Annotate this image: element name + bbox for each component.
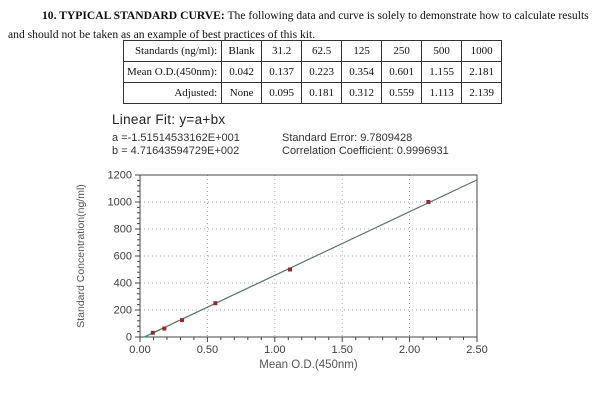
y-tick-label: 0 — [126, 332, 132, 344]
y-tick-label: 1000 — [108, 197, 132, 209]
data-point — [288, 267, 293, 272]
table-cell: 0.095 — [261, 82, 303, 104]
table-cell: 1000 — [461, 40, 503, 62]
table-cell: 0.223 — [301, 61, 343, 83]
table-cell: 0.601 — [381, 61, 423, 83]
fit-line — [150, 179, 478, 335]
x-tick-label: 1.00 — [264, 344, 285, 356]
data-point — [162, 326, 167, 331]
row-label: Standards (ng/ml): — [122, 40, 223, 62]
table-cell: 0.137 — [261, 61, 303, 83]
table-row: Mean O.D.(450nm): 0.042 0.137 0.223 0.35… — [122, 61, 503, 83]
table-cell: Blank — [221, 40, 263, 62]
gridlines — [140, 175, 477, 337]
table-cell: 0.354 — [341, 61, 383, 83]
linear-fit-title: Linear Fit: y=a+bx — [112, 112, 226, 127]
table-cell: 0.312 — [341, 82, 383, 104]
table-cell: 1.113 — [421, 82, 463, 104]
y-tick-label: 600 — [114, 251, 132, 263]
section-heading: 10. TYPICAL STANDARD CURVE: The followin… — [8, 6, 594, 44]
table-cell: 0.042 — [221, 61, 263, 83]
table-cell: 2.139 — [461, 82, 503, 104]
table-row: Standards (ng/ml): Blank 31.2 62.5 125 2… — [122, 40, 503, 62]
table-row: Adjusted: None 0.095 0.181 0.312 0.559 1… — [122, 82, 503, 104]
chart-svg: 0 200 400 600 800 1000 1200 0.00 0.50 1.00 1.50 2.0… — [75, 170, 488, 372]
standard-curve-chart: 0 200 400 600 800 1000 1200 0.00 0.50 1.00 1.50 2.0… — [60, 160, 500, 392]
section-body-text: The following data and curve is solely t… — [8, 9, 589, 41]
row-label: Mean O.D.(450nm): — [122, 61, 223, 83]
table-cell: 0.181 — [301, 82, 343, 104]
x-tick-label: 0.50 — [197, 344, 218, 356]
correlation-coefficient-value: Correlation Coefficient: 0.9996931 — [282, 144, 449, 157]
y-tick-label: 800 — [114, 224, 132, 236]
linear-fit-block: Linear Fit: y=a+bx a =-1.51514533162E+00… — [112, 112, 449, 157]
y-axis-label: Standard Concentration(ng/ml) — [75, 184, 87, 328]
data-point — [426, 200, 431, 204]
y-tick-label: 400 — [114, 278, 132, 290]
x-tick-label: 2.50 — [466, 344, 487, 356]
data-point — [150, 330, 155, 335]
axis-ticks — [135, 174, 478, 342]
table-cell: 125 — [341, 40, 383, 62]
table-cell: 250 — [381, 40, 423, 62]
standards-table: Standards (ng/ml): Blank 31.2 62.5 125 2… — [122, 40, 503, 104]
table-cell: 62.5 — [301, 40, 343, 62]
x-axis-label: Mean O.D.(450nm) — [259, 359, 358, 371]
table-cell: 1.155 — [421, 61, 463, 83]
section-number-title: 10. TYPICAL STANDARD CURVE: — [42, 9, 225, 22]
standard-error-value: Standard Error: 9.7809428 — [282, 132, 413, 144]
table-cell: 0.559 — [381, 82, 423, 104]
x-tick-label: 1.50 — [331, 344, 352, 356]
data-point — [180, 318, 185, 323]
y-tick-label: 1200 — [108, 170, 132, 182]
table-cell: 31.2 — [261, 40, 303, 62]
y-tick-label: 200 — [114, 305, 132, 317]
fit-coefficient-a: a =-1.51514533162E+001 — [112, 132, 240, 144]
row-label: Adjusted: — [122, 82, 223, 104]
x-tick-label: 2.00 — [399, 344, 420, 356]
x-tick-label: 0.00 — [129, 344, 150, 356]
table-cell: 2.181 — [461, 61, 503, 83]
table-cell: 500 — [421, 40, 463, 62]
fit-coefficient-b: b = 4.71643594729E+002 — [112, 144, 240, 157]
table-cell: None — [221, 82, 263, 104]
data-point — [213, 301, 218, 306]
